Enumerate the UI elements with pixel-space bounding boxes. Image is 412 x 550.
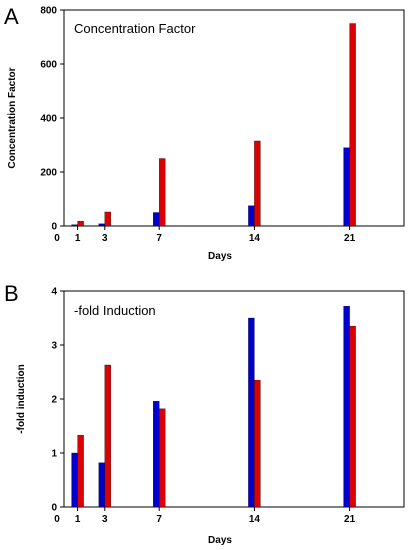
- x-tick-label-b-2: 3: [102, 514, 108, 525]
- y-ticks-a: 0 200 400 600 800: [40, 6, 64, 233]
- bar-series-2-day-21: [349, 325, 356, 508]
- y-tick-label-b-4: 4: [51, 287, 57, 298]
- panel-letter-b: B: [4, 281, 19, 306]
- bar-series-2-day-3: [104, 211, 111, 227]
- x-ticks-b: 0 1 3 7 14 21: [54, 507, 356, 525]
- bar-series-2-day-3: [104, 364, 111, 508]
- chart-title-a: Concentration Factor: [74, 21, 196, 36]
- bar-series-1-day-7: [153, 212, 160, 227]
- x-axis-label-b: Days: [208, 535, 232, 546]
- x-tick-label-a-4: 14: [249, 233, 261, 244]
- y-tick-label-b-0: 0: [51, 503, 57, 514]
- y-axis-label-a: Concentration Factor: [7, 67, 18, 168]
- x-tick-label-b-3: 7: [156, 514, 162, 525]
- x-ticks-a: 0 1 3 7 14 21: [54, 226, 356, 244]
- x-tick-label-b-1: 1: [75, 514, 81, 525]
- chart-panel-b: B -fold Induction Days -fold induction 0…: [4, 281, 405, 546]
- y-tick-label-a-3: 600: [40, 60, 57, 71]
- y-tick-label-a-4: 800: [40, 6, 57, 17]
- x-tick-label-b-0: 0: [54, 514, 60, 525]
- chart-panel-a: A Concentration Factor Days Concentratio…: [4, 4, 405, 262]
- x-tick-label-b-4: 14: [249, 514, 261, 525]
- x-tick-label-a-2: 3: [102, 233, 108, 244]
- bars-b: [71, 305, 356, 508]
- y-tick-label-b-2: 2: [51, 395, 57, 406]
- bar-series-1-day-7: [153, 401, 160, 508]
- bar-series-1-day-14: [248, 205, 255, 227]
- y-tick-label-a-1: 200: [40, 168, 57, 179]
- x-tick-label-a-3: 7: [156, 233, 162, 244]
- y-axis-label-b: -fold induction: [16, 364, 27, 433]
- bars-a: [71, 23, 356, 227]
- bar-series-1-day-1: [71, 224, 78, 227]
- y-tick-label-b-3: 3: [51, 341, 57, 352]
- bar-series-1-day-21: [343, 305, 350, 508]
- bar-series-2-day-1: [77, 220, 84, 227]
- x-tick-label-a-0: 0: [54, 233, 60, 244]
- panel-letter-a: A: [4, 4, 19, 29]
- x-tick-label-b-5: 21: [344, 514, 356, 525]
- bar-series-2-day-7: [159, 408, 166, 508]
- bar-series-1-day-3: [98, 223, 105, 227]
- bar-series-2-day-14: [254, 379, 261, 508]
- bar-series-1-day-3: [98, 462, 105, 508]
- bar-series-2-day-21: [349, 23, 356, 227]
- bar-series-2-day-1: [77, 435, 84, 508]
- y-tick-label-b-1: 1: [51, 449, 57, 460]
- x-axis-label-a: Days: [208, 251, 232, 262]
- bar-series-1-day-21: [343, 147, 350, 227]
- x-tick-label-a-1: 1: [75, 233, 81, 244]
- bar-series-1-day-1: [71, 452, 78, 508]
- y-ticks-b: 0 1 2 3 4: [51, 287, 64, 514]
- bar-series-2-day-7: [159, 158, 166, 227]
- bar-series-2-day-14: [254, 140, 261, 227]
- bar-series-1-day-14: [248, 317, 255, 508]
- y-tick-label-a-0: 0: [51, 222, 57, 233]
- y-tick-label-a-2: 400: [40, 114, 57, 125]
- chart-title-b: -fold Induction: [74, 303, 156, 318]
- x-tick-label-a-5: 21: [344, 233, 356, 244]
